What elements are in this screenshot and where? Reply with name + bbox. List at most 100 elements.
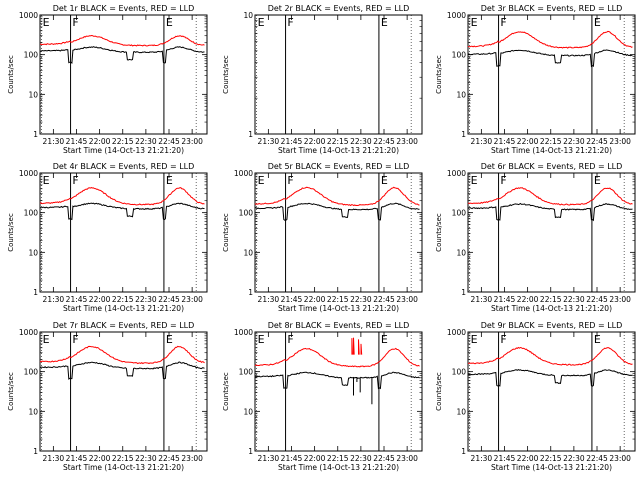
x-tick-label: 22:15 [112,137,134,146]
y-tick-label: 1000 [234,328,253,337]
x-tick-label: 22:30 [135,295,157,304]
plot-frame [39,14,208,135]
x-tick-label: 22:00 [517,137,539,146]
x-tick-label: 23:00 [609,454,631,463]
x-axis-label: Start Time (14-Oct-13 21:21:20) [491,146,612,155]
y-axis-label: Counts/sec [435,55,443,94]
x-tick-label: 22:15 [327,137,349,146]
interval-marker: E [381,333,388,346]
y-tick-label: 100 [452,51,467,60]
interval-marker: E [258,16,265,29]
interval-marker: E [471,333,478,346]
x-tick-label: 21:45 [281,295,303,304]
x-tick-label: 23:00 [181,295,203,304]
x-tick-label: 21:45 [494,295,516,304]
x-tick-label: 22:45 [158,137,180,146]
y-tick-label: 1 [33,288,38,297]
x-tick-label: 22:30 [563,295,585,304]
interval-marker: E [471,174,478,187]
panel-7: Det 7r BLACK = Events, RED = LLD 1 10 100 10… [7,321,208,472]
lld-series-line [467,30,633,49]
x-tick-label: 22:45 [158,454,180,463]
x-tick-label: 21:45 [281,137,303,146]
interval-marker: E [166,174,173,187]
x-tick-label: 21:45 [281,454,303,463]
y-tick-label: 1 [461,130,466,139]
panel-8: Det 8r BLACK = Events, RED = LLD 1 10 100 10… [222,321,423,472]
x-tick-label: 22:45 [158,295,180,304]
x-tick-label: 23:00 [181,137,203,146]
plot-frame [254,331,423,452]
plot-frame [467,331,636,452]
panel-2: Det 2r BLACK = Events, RED = LLD 1 10 Count… [222,4,423,155]
x-tick-label: 23:00 [609,137,631,146]
x-tick-label: 23:00 [396,137,418,146]
x-axis-label: Start Time (14-Oct-13 21:21:20) [63,304,184,313]
y-tick-label: 1 [248,288,253,297]
x-tick-label: 21:45 [66,295,88,304]
lld-series-line [39,187,205,206]
y-tick-label: 1000 [447,328,466,337]
interval-marker: E [381,16,388,29]
x-tick-label: 22:00 [517,454,539,463]
y-axis-label: Counts/sec [7,372,15,411]
x-tick-label: 22:00 [89,295,111,304]
y-tick-label: 1000 [234,169,253,178]
plot-frame [467,14,636,135]
y-tick-label: 1 [461,288,466,297]
plot-frame [254,172,423,293]
x-tick-label: 22:45 [373,454,395,463]
y-tick-label: 1000 [447,169,466,178]
events-series-line [254,371,420,405]
y-tick-label: 100 [239,209,254,218]
plot-frame [467,172,636,293]
interval-marker: F [500,16,506,29]
x-tick-label: 21:30 [43,137,65,146]
x-tick-label: 21:45 [66,137,88,146]
lld-series-line [467,187,633,206]
y-tick-label: 100 [24,51,39,60]
x-tick-label: 22:00 [89,454,111,463]
panel-title: Det 1r BLACK = Events, RED = LLD [53,4,195,13]
interval-marker: F [287,333,293,346]
lld-series-line [39,345,205,365]
x-axis-label: Start Time (14-Oct-13 21:21:20) [63,146,184,155]
events-series-line [40,202,205,221]
x-tick-label: 22:15 [327,295,349,304]
panel-title: Det 3r BLACK = Events, RED = LLD [481,4,623,13]
x-tick-label: 22:15 [327,454,349,463]
y-tick-label: 1 [33,130,38,139]
interval-marker: E [381,174,388,187]
interval-marker: E [258,333,265,346]
panel-9: Det 9r BLACK = Events, RED = LLD 1 10 100 10… [435,321,636,472]
x-tick-label: 21:30 [43,454,65,463]
events-series-line [39,46,205,64]
x-tick-label: 21:30 [471,137,493,146]
x-tick-label: 22:00 [304,137,326,146]
x-tick-label: 22:30 [135,137,157,146]
x-tick-label: 22:00 [517,295,539,304]
y-tick-label: 10 [456,248,466,257]
interval-marker: F [72,174,78,187]
y-tick-label: 10 [28,90,38,99]
interval-marker: F [287,16,293,29]
y-tick-label: 1 [33,447,38,456]
y-tick-label: 100 [24,368,39,377]
lld-series-line [39,34,205,47]
lld-series-line [254,337,420,368]
interval-marker: E [471,16,478,29]
x-tick-label: 22:00 [89,137,111,146]
x-tick-label: 22:30 [350,295,372,304]
panel-title: Det 8r BLACK = Events, RED = LLD [268,321,410,330]
x-tick-label: 21:45 [494,137,516,146]
plot-frame [254,14,423,135]
y-tick-label: 10 [456,407,466,416]
y-tick-label: 10 [243,248,253,257]
interval-marker: E [43,174,50,187]
x-axis-label: Start Time (14-Oct-13 21:21:20) [278,463,399,472]
x-tick-label: 21:45 [66,454,88,463]
events-series-line [254,202,420,221]
lld-series-line [468,346,633,366]
x-tick-label: 23:00 [396,454,418,463]
panel-title: Det 6r BLACK = Events, RED = LLD [481,162,623,171]
